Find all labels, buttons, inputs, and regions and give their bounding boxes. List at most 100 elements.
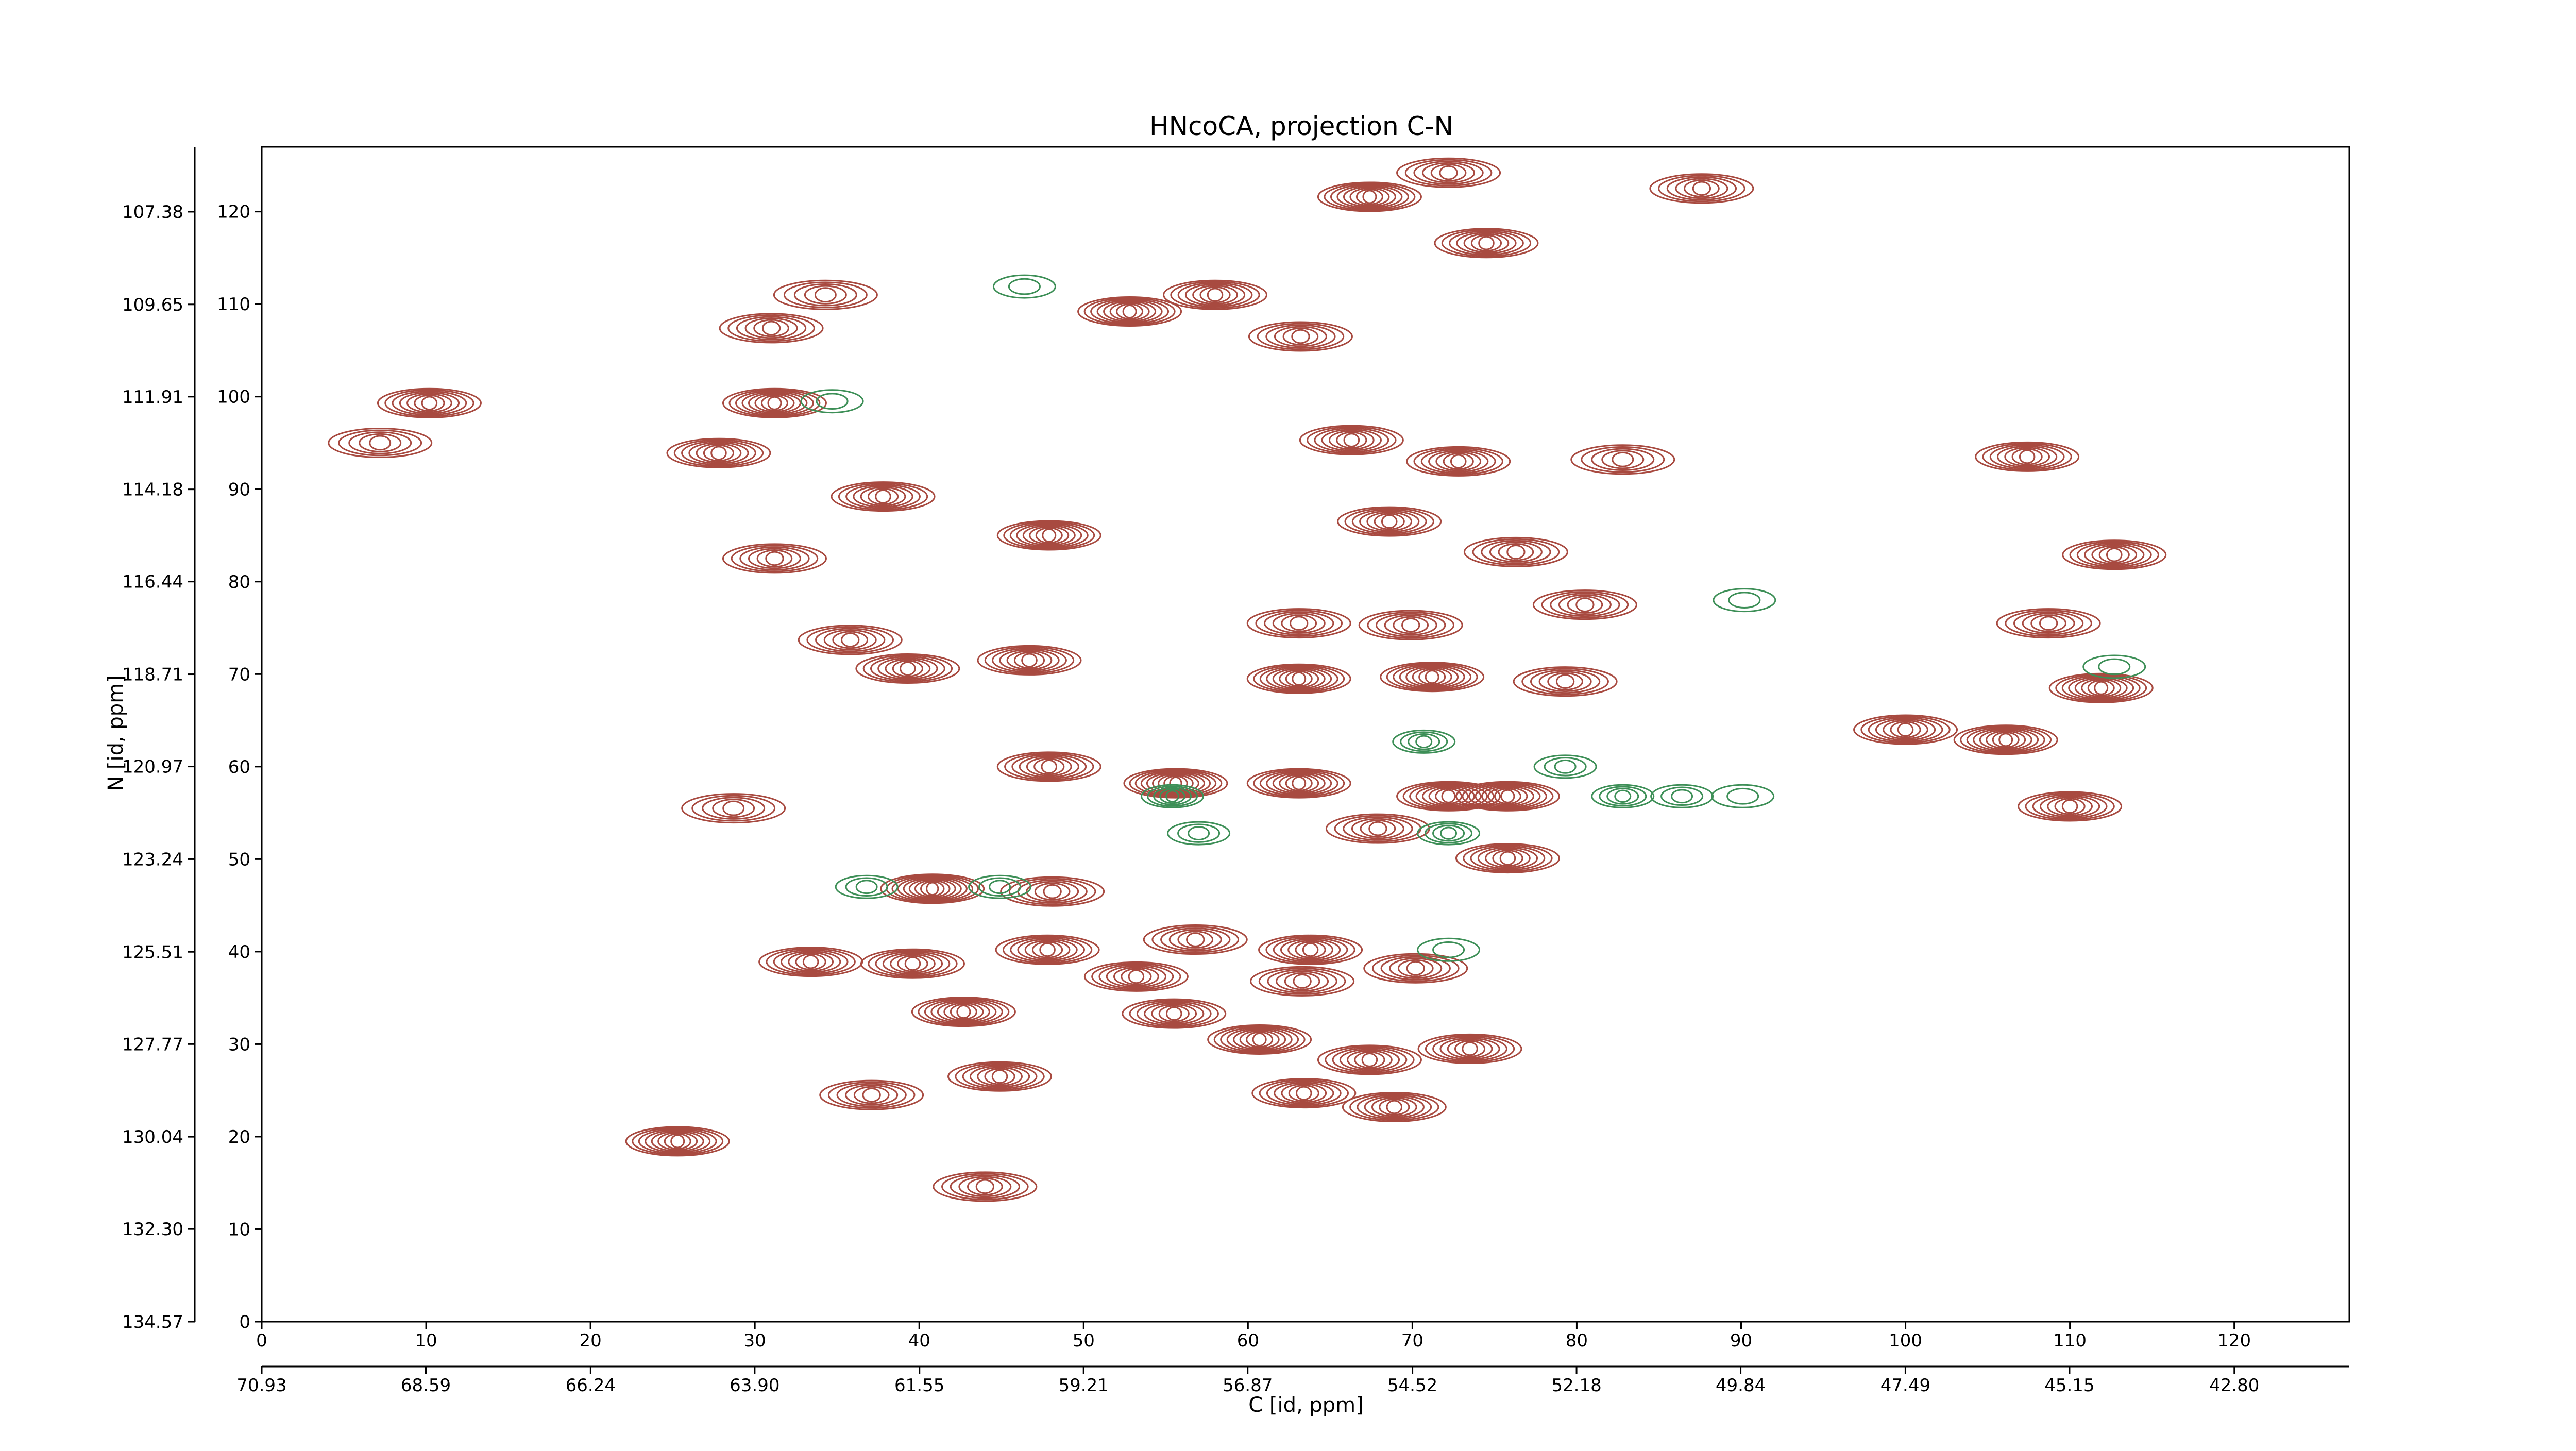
- contour-ring: [1029, 526, 1070, 545]
- contour-ring: [2061, 675, 2141, 701]
- contour-ring: [795, 953, 826, 971]
- contour-ring: [758, 947, 863, 977]
- peak: [1713, 588, 1776, 613]
- contour-ring: [1042, 528, 1057, 543]
- peak: [1246, 663, 1351, 694]
- contour-ring: [911, 997, 1016, 1027]
- contour-ring: [862, 1087, 881, 1103]
- contour-ring: [1550, 593, 1620, 617]
- contour-ring: [1248, 321, 1353, 352]
- contour-ring: [1103, 301, 1157, 322]
- contour-ring: [967, 1177, 1003, 1196]
- contour-ring: [1380, 956, 1451, 981]
- peak: [835, 874, 899, 899]
- contour-ring: [1116, 303, 1144, 320]
- contour-ring: [962, 1064, 1038, 1089]
- contour-ring: [875, 489, 891, 504]
- contour-ring: [1658, 175, 1745, 203]
- contour-ring: [1462, 782, 1554, 811]
- contour-ring: [1291, 329, 1310, 344]
- contour-ring: [977, 645, 1082, 676]
- peak: [798, 625, 903, 655]
- contour-ring: [2054, 798, 2086, 815]
- peak: [2018, 791, 2123, 822]
- peak: [1591, 784, 1655, 808]
- contour-ring: [1259, 666, 1338, 692]
- contour-ring: [1151, 1004, 1197, 1024]
- contour-ring: [1336, 185, 1403, 209]
- contour-ring: [1601, 450, 1645, 469]
- contour-ring: [1041, 759, 1058, 774]
- contour-ring: [1481, 539, 1551, 564]
- contour-ring: [1159, 788, 1186, 804]
- x-tick-label: 70: [1401, 1330, 1423, 1351]
- contour-ring: [328, 427, 433, 458]
- contour-ring: [1500, 789, 1515, 803]
- contour-ring: [1530, 669, 1601, 694]
- contour-ring: [937, 1001, 990, 1022]
- contour-ring: [1285, 775, 1313, 791]
- contour-ring: [1121, 968, 1152, 985]
- contour-ring: [1533, 754, 1597, 779]
- contour-ring: [1408, 733, 1440, 750]
- contour-ring: [1692, 181, 1711, 196]
- contour-ring: [1439, 1037, 1500, 1060]
- y-tick-label: 10: [228, 1219, 250, 1240]
- contour-ring: [1122, 304, 1137, 319]
- contour-ring: [853, 485, 913, 508]
- contour-ring: [1083, 297, 1176, 326]
- peak: [1455, 781, 1560, 812]
- contour-ring: [2039, 795, 2100, 818]
- contour-ring: [1273, 937, 1348, 963]
- contour-ring: [1455, 843, 1560, 874]
- contour-ring: [767, 396, 782, 410]
- contour-ring: [1450, 454, 1467, 469]
- contour-ring: [645, 1129, 711, 1153]
- contour-ring: [1362, 190, 1377, 204]
- contour-ring: [1006, 650, 1053, 670]
- contour-ring: [885, 659, 931, 679]
- contour-ring: [1034, 882, 1071, 901]
- contour-ring: [1591, 448, 1655, 471]
- x-tick-label: 0: [256, 1330, 267, 1351]
- contour-ring: [2098, 658, 2131, 676]
- contour-ring: [1404, 159, 1493, 187]
- contour-ring: [1975, 441, 2080, 472]
- contour-ring: [1868, 717, 1943, 743]
- contour-ring: [1415, 784, 1482, 808]
- contour-ring: [2069, 541, 2159, 569]
- contour-ring: [1393, 664, 1472, 690]
- contour-ring: [875, 951, 951, 976]
- contour-ring: [1396, 781, 1501, 812]
- contour-ring: [1996, 608, 2101, 639]
- contour-ring: [845, 877, 888, 897]
- peak: [1122, 998, 1227, 1029]
- contour-ring: [731, 545, 819, 572]
- contour-ring: [1325, 1046, 1415, 1074]
- contour-ring: [2025, 792, 2115, 820]
- contour-ring: [845, 484, 921, 509]
- contour-ring: [1360, 819, 1396, 838]
- contour-ring: [1470, 234, 1502, 252]
- contour-ring: [1422, 162, 1476, 183]
- x2-tick-label: 70.93: [236, 1375, 286, 1396]
- contour-ring: [773, 279, 878, 310]
- contour-ring: [845, 1084, 899, 1106]
- contour-ring: [1293, 974, 1312, 989]
- contour-ring: [1612, 451, 1634, 467]
- contour-ring: [1401, 617, 1420, 633]
- contour-ring: [1266, 771, 1332, 795]
- contour-ring: [1384, 614, 1437, 636]
- contour-ring: [1547, 672, 1583, 691]
- contour-ring: [1167, 821, 1231, 846]
- contour-ring: [1417, 1033, 1522, 1064]
- peak: [1143, 924, 1248, 955]
- contour-ring: [941, 1173, 1029, 1201]
- contour-ring: [1455, 781, 1560, 812]
- contour-ring: [1485, 848, 1531, 868]
- y-tick-label: 30: [228, 1034, 250, 1055]
- contour-ring: [1386, 663, 1478, 691]
- contour-ring: [1966, 727, 2045, 753]
- contour-ring: [1267, 969, 1337, 993]
- contour-ring: [814, 287, 837, 303]
